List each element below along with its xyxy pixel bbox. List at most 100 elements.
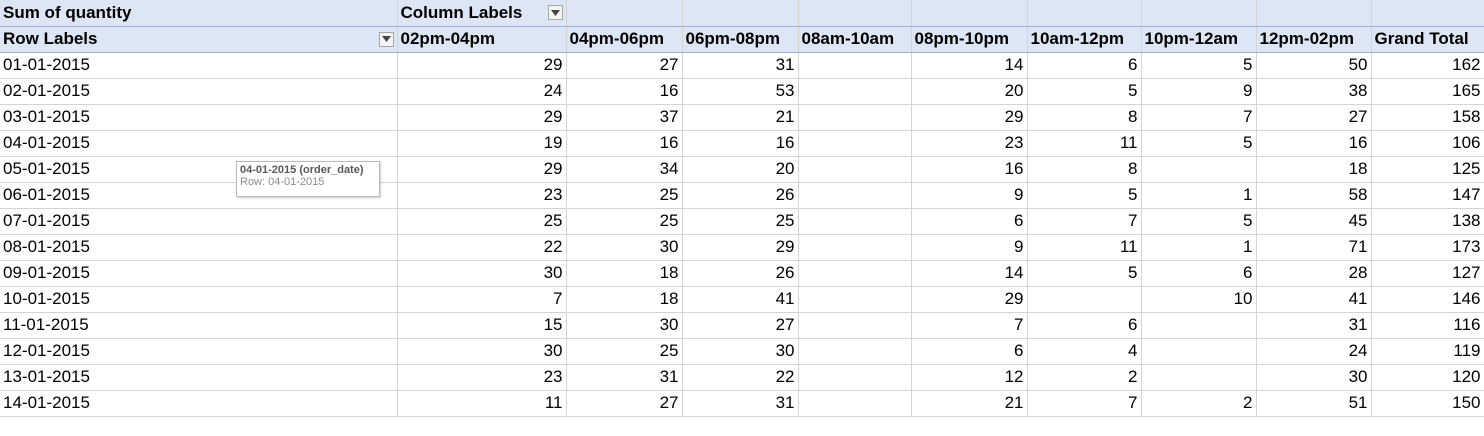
row-label-cell[interactable]: 03-01-2015	[0, 104, 398, 131]
grand-total-cell[interactable]: 106	[1371, 130, 1484, 157]
value-cell[interactable]: 21	[682, 104, 799, 131]
value-cell[interactable]: 5	[1141, 52, 1257, 79]
column-header[interactable]: 10pm-12am	[1141, 26, 1257, 53]
value-cell[interactable]: 5	[1027, 78, 1142, 105]
value-cell[interactable]	[798, 260, 912, 287]
value-cell[interactable]: 5	[1141, 130, 1257, 157]
value-cell[interactable]	[798, 390, 912, 417]
value-cell[interactable]: 11	[1027, 130, 1142, 157]
grand-total-cell[interactable]: 116	[1371, 312, 1484, 339]
column-header[interactable]: 12pm-02pm	[1256, 26, 1372, 53]
value-cell[interactable]: 30	[566, 312, 683, 339]
row-labels-filter-dropdown[interactable]	[378, 31, 394, 47]
value-cell[interactable]: 20	[682, 156, 799, 183]
value-cell[interactable]: 28	[1256, 260, 1372, 287]
row-label-cell[interactable]: 12-01-2015	[0, 338, 398, 365]
value-cell[interactable]: 16	[911, 156, 1028, 183]
value-cell[interactable]: 16	[566, 78, 683, 105]
grand-total-cell[interactable]: 127	[1371, 260, 1484, 287]
grand-total-cell[interactable]: 125	[1371, 156, 1484, 183]
row-label-cell[interactable]: 09-01-2015	[0, 260, 398, 287]
value-cell[interactable]: 24	[1256, 338, 1372, 365]
value-cell[interactable]: 25	[566, 208, 683, 235]
value-cell[interactable]: 25	[566, 182, 683, 209]
value-cell[interactable]: 26	[682, 182, 799, 209]
value-cell[interactable]: 7	[1141, 104, 1257, 131]
row-label-cell[interactable]: 04-01-2015	[0, 130, 398, 157]
value-cell[interactable]: 29	[911, 286, 1028, 313]
value-cell[interactable]: 24	[397, 78, 567, 105]
value-cell[interactable]: 2	[1027, 364, 1142, 391]
value-cell[interactable]	[798, 364, 912, 391]
value-cell[interactable]	[798, 104, 912, 131]
value-cell[interactable]: 31	[1256, 312, 1372, 339]
row-label-cell[interactable]: 13-01-2015	[0, 364, 398, 391]
value-cell[interactable]: 53	[682, 78, 799, 105]
value-cell[interactable]	[1141, 338, 1257, 365]
value-cell[interactable]: 25	[566, 338, 683, 365]
grand-total-cell[interactable]: 119	[1371, 338, 1484, 365]
grand-total-cell[interactable]: 120	[1371, 364, 1484, 391]
value-cell[interactable]: 18	[566, 260, 683, 287]
value-cell[interactable]	[798, 208, 912, 235]
row-label-cell[interactable]: 14-01-2015	[0, 390, 398, 417]
value-cell[interactable]: 23	[911, 130, 1028, 157]
value-cell[interactable]: 5	[1027, 260, 1142, 287]
value-cell[interactable]: 6	[1027, 52, 1142, 79]
column-header[interactable]: 08pm-10pm	[911, 26, 1028, 53]
column-header[interactable]: 04pm-06pm	[566, 26, 683, 53]
value-cell[interactable]: 22	[397, 234, 567, 261]
value-cell[interactable]: 7	[1027, 390, 1142, 417]
value-cell[interactable]: 7	[397, 286, 567, 313]
value-cell[interactable]: 51	[1256, 390, 1372, 417]
value-cell[interactable]	[798, 130, 912, 157]
grand-total-cell[interactable]: 146	[1371, 286, 1484, 313]
grand-total-cell[interactable]: 150	[1371, 390, 1484, 417]
value-cell[interactable]	[798, 78, 912, 105]
value-cell[interactable]	[798, 312, 912, 339]
value-cell[interactable]: 50	[1256, 52, 1372, 79]
grand-total-cell[interactable]: 158	[1371, 104, 1484, 131]
value-cell[interactable]: 58	[1256, 182, 1372, 209]
value-cell[interactable]: 27	[566, 52, 683, 79]
value-cell[interactable]: 29	[911, 104, 1028, 131]
value-cell[interactable]: 18	[566, 286, 683, 313]
value-cell[interactable]	[798, 234, 912, 261]
value-cell[interactable]: 29	[397, 156, 567, 183]
column-labels-filter-dropdown[interactable]	[547, 5, 563, 21]
value-cell[interactable]	[798, 338, 912, 365]
value-cell[interactable]: 7	[1027, 208, 1142, 235]
value-cell[interactable]: 9	[1141, 78, 1257, 105]
value-cell[interactable]: 16	[566, 130, 683, 157]
value-cell[interactable]	[798, 286, 912, 313]
value-cell[interactable]: 30	[397, 338, 567, 365]
value-cell[interactable]: 26	[682, 260, 799, 287]
value-cell[interactable]	[1141, 156, 1257, 183]
value-cell[interactable]: 22	[682, 364, 799, 391]
value-cell[interactable]: 29	[397, 52, 567, 79]
value-cell[interactable]: 38	[1256, 78, 1372, 105]
grand-total-cell[interactable]: 162	[1371, 52, 1484, 79]
value-cell[interactable]: 27	[1256, 104, 1372, 131]
column-header[interactable]: 10am-12pm	[1027, 26, 1142, 53]
value-cell[interactable]: 1	[1141, 234, 1257, 261]
row-label-cell[interactable]: 11-01-2015	[0, 312, 398, 339]
value-cell[interactable]	[1141, 364, 1257, 391]
value-cell[interactable]: 8	[1027, 104, 1142, 131]
value-cell[interactable]: 29	[397, 104, 567, 131]
value-cell[interactable]: 45	[1256, 208, 1372, 235]
column-header[interactable]: 02pm-04pm	[397, 26, 567, 53]
value-cell[interactable]: 6	[911, 208, 1028, 235]
value-cell[interactable]: 12	[911, 364, 1028, 391]
grand-total-cell[interactable]: 147	[1371, 182, 1484, 209]
value-cell[interactable]: 37	[566, 104, 683, 131]
value-cell[interactable]: 16	[1256, 130, 1372, 157]
value-cell[interactable]: 8	[1027, 156, 1142, 183]
value-cell[interactable]	[798, 156, 912, 183]
column-labels-cell[interactable]: Column Labels	[397, 0, 567, 27]
row-label-cell[interactable]: 02-01-2015	[0, 78, 398, 105]
value-cell[interactable]: 27	[566, 390, 683, 417]
value-cell[interactable]: 27	[682, 312, 799, 339]
value-cell[interactable]: 25	[397, 208, 567, 235]
value-cell[interactable]: 23	[397, 182, 567, 209]
